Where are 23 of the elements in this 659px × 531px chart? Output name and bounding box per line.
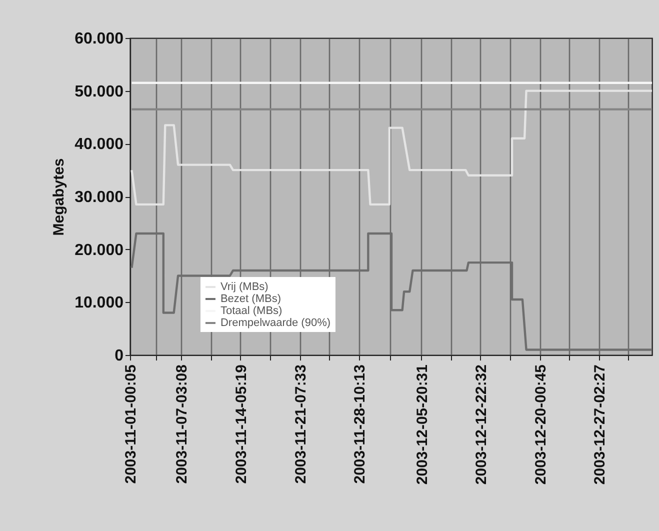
x-tick-label: 2003-11-14-05:19 [232, 364, 250, 484]
y-tick-label: 30.000 [74, 189, 124, 206]
y-tick-label: 10.000 [74, 294, 124, 312]
y-tick-label: 40.000 [74, 136, 124, 154]
x-tick-label: 2003-11-21-07:33 [292, 364, 310, 484]
y-tick-label: 60.000 [74, 30, 124, 48]
line-series [130, 232, 652, 351]
x-tick-label: 2003-12-05-20:31 [414, 364, 431, 485]
legend-label: Totaal (MBs) [220, 305, 282, 317]
line-series [130, 90, 652, 206]
y-tick-label: 50.000 [74, 83, 124, 100]
x-tick-label: 2003-12-27-02:27 [591, 364, 608, 485]
y-tick-label: 0 [114, 348, 124, 364]
x-tick-label: 2003-11-01-00:05 [122, 364, 140, 484]
x-tick-label: 2003-11-28-10:13 [352, 364, 369, 484]
legend-label: Bezet (MBs) [220, 293, 281, 305]
x-tick-label: 2003-12-20-00:45 [532, 364, 550, 485]
legend-label: Drempelwaarde (90%) [220, 317, 331, 329]
y-tick-label: 20.000 [74, 242, 124, 259]
legend-label: Vrij (MBs) [220, 281, 268, 293]
x-tick-label: 2003-12-12-22:32 [473, 364, 490, 485]
x-tick-label: 2003-11-07-03:08 [174, 364, 191, 484]
y-axis-title: Megabytes [50, 158, 68, 236]
